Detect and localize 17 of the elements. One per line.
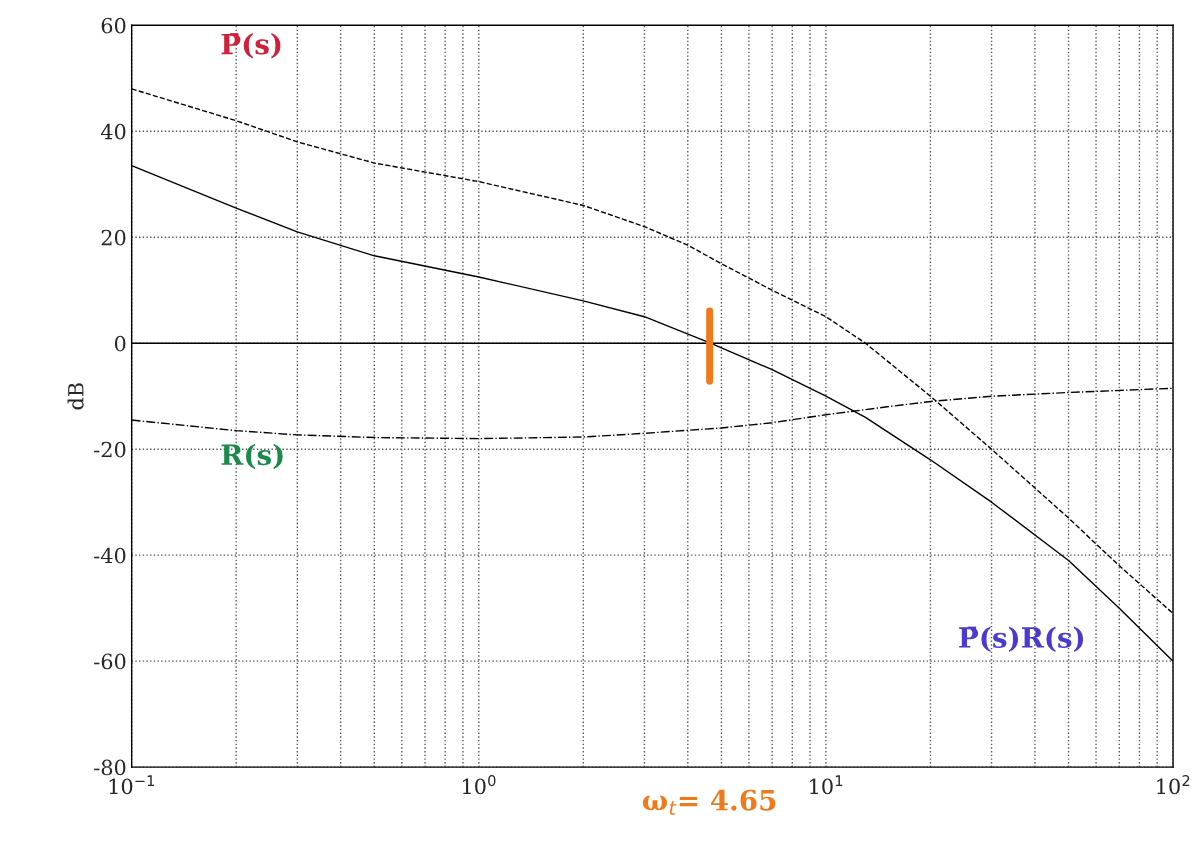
y-tick-label: 40 — [100, 123, 126, 140]
y-tick-label: 60 — [101, 17, 126, 34]
x-tick-label: 10$^{−1}$ — [109, 775, 155, 795]
series-label: P̄(s) — [221, 33, 281, 59]
x-tick-label: 10$^{2}$ — [1157, 775, 1190, 795]
text: ω$_{t}$= 4.65 — [642, 789, 776, 815]
y-axis-title: dB — [67, 383, 84, 410]
x-tick-label: 10$^{0}$ — [463, 775, 496, 795]
y-tick-label: -80 — [94, 759, 126, 776]
y-tick-label: -40 — [94, 547, 126, 564]
series-label: R(s) — [221, 443, 283, 470]
y-tick-label: -20 — [94, 441, 126, 458]
y-tick-label: 0 — [114, 335, 126, 352]
series-label: P̄(s)R(s) — [959, 626, 1084, 652]
y-tick-label: -60 — [94, 653, 126, 670]
x-tick-label: 10$^{1}$ — [810, 775, 843, 795]
y-tick-label: 20 — [101, 229, 126, 246]
